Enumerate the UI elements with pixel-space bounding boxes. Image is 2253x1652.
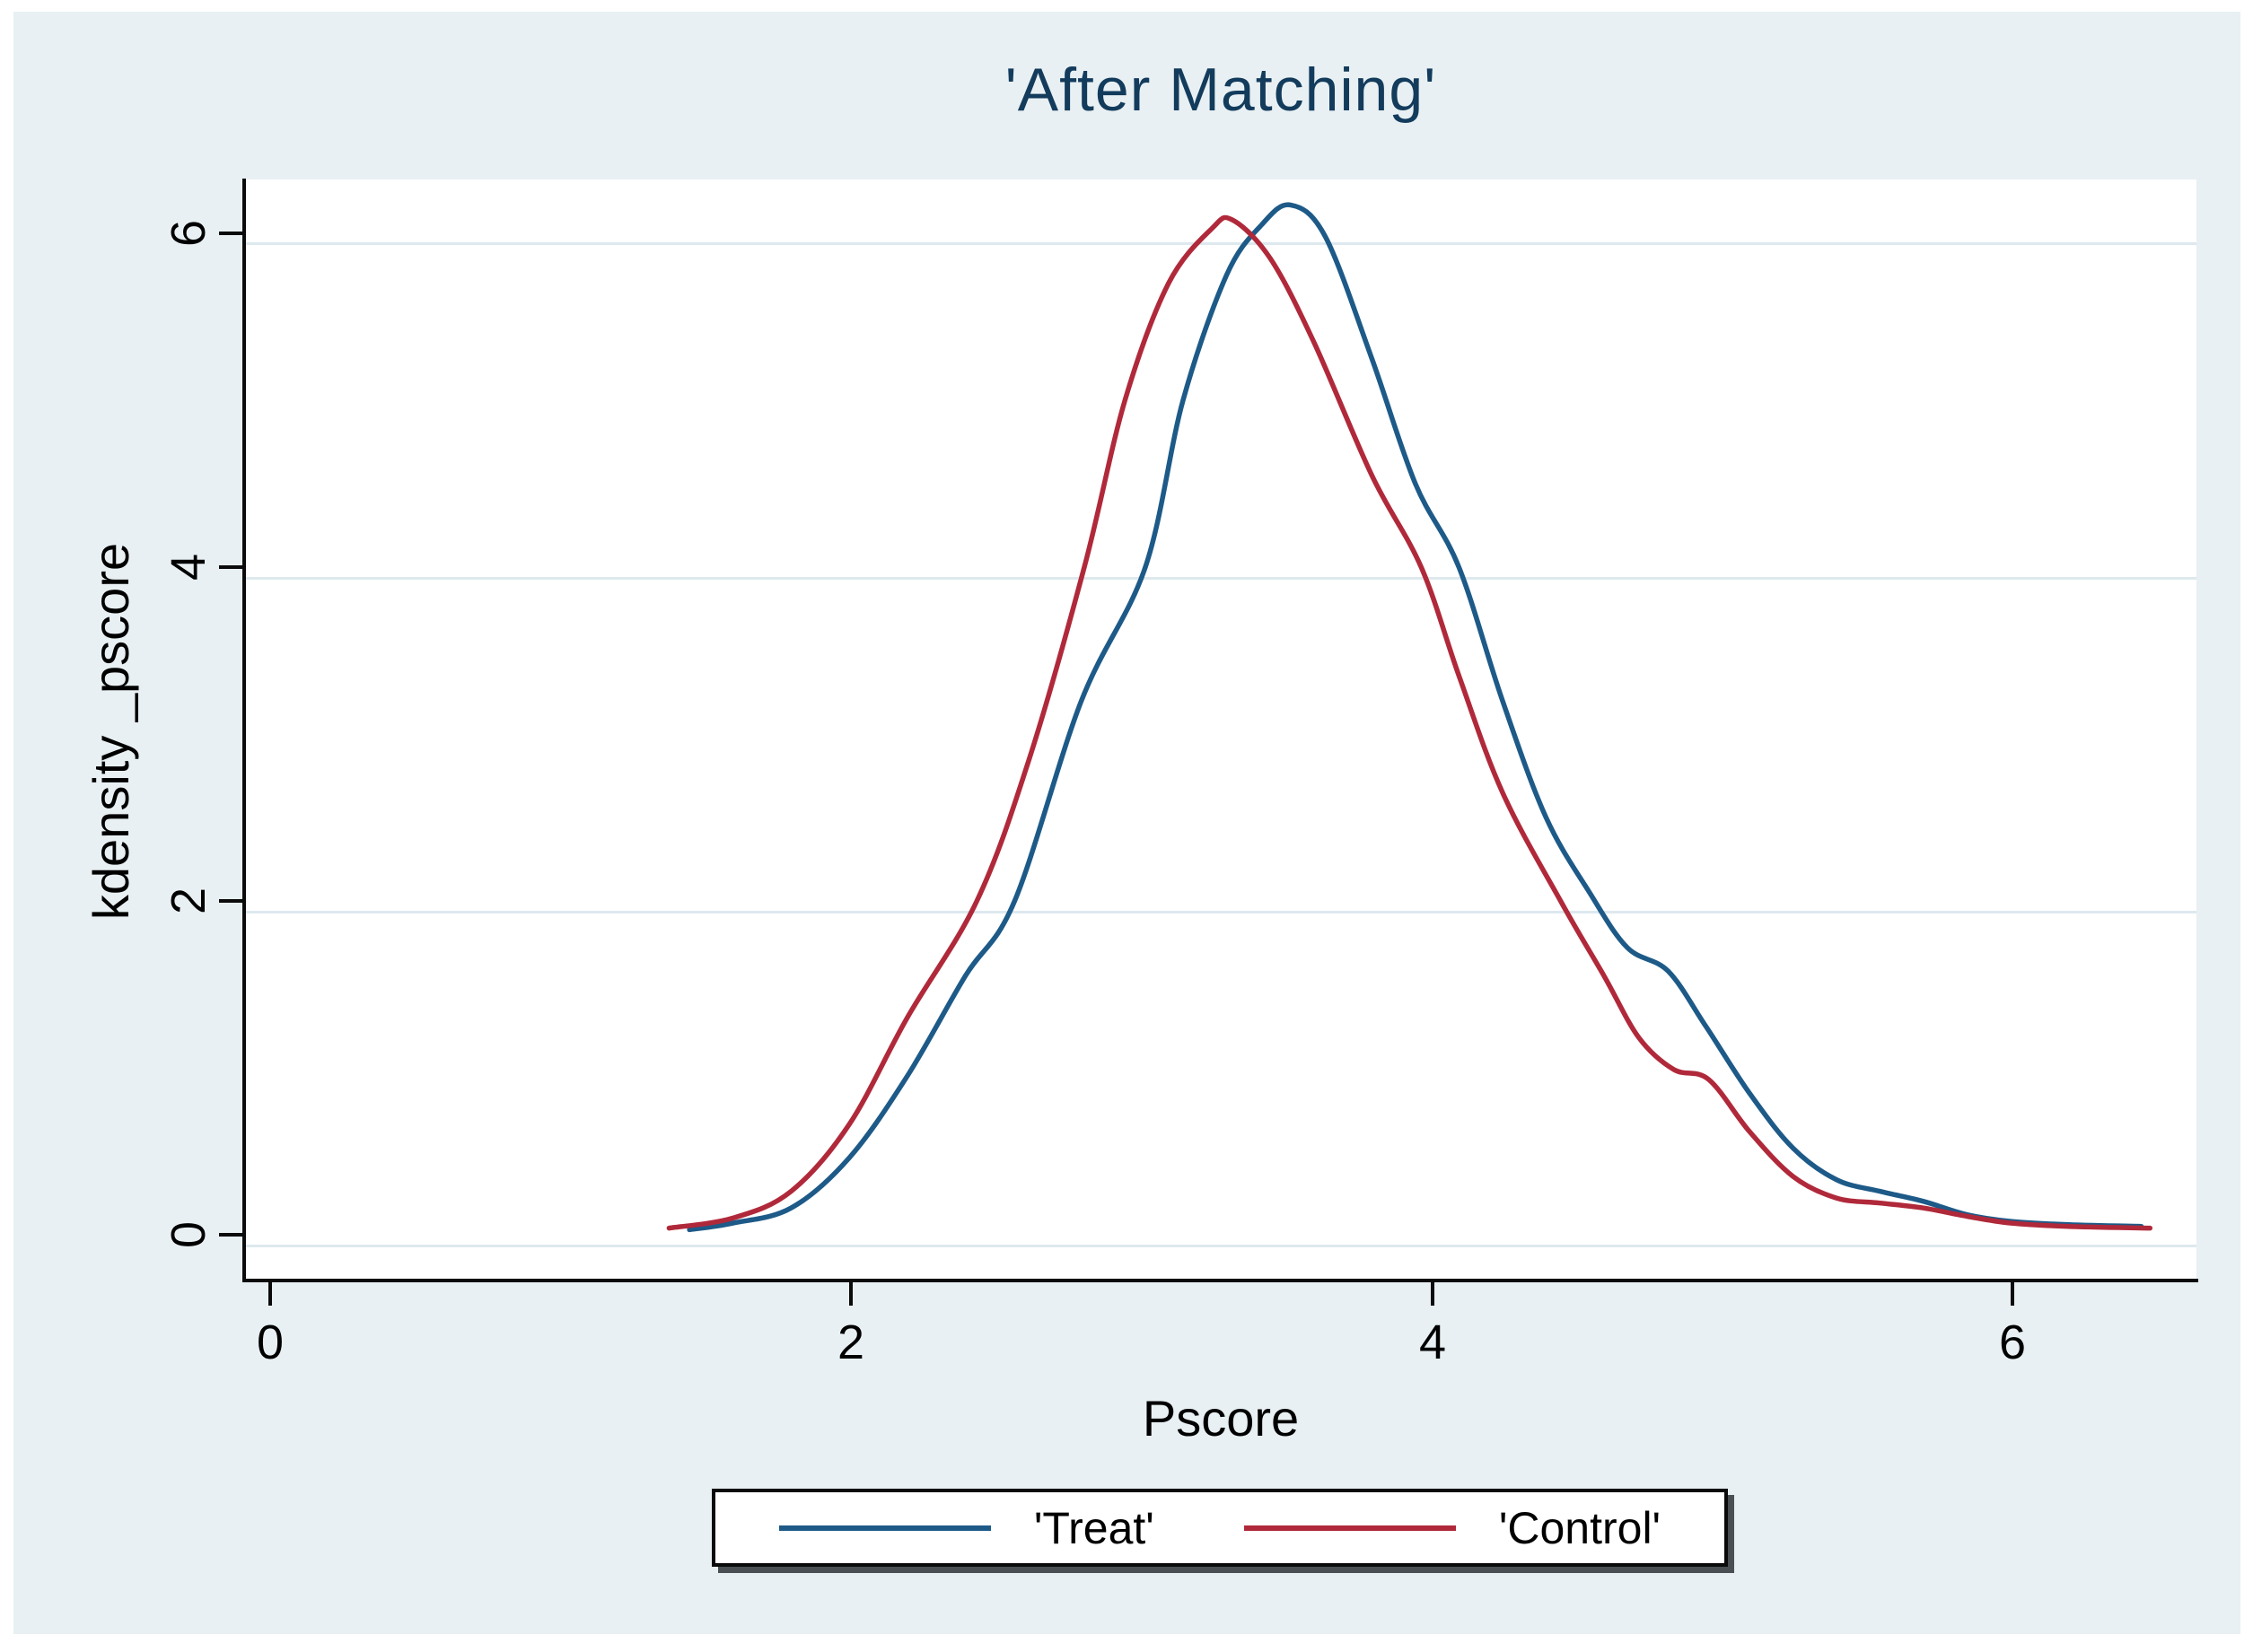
y-tick-label-4: 4: [162, 553, 215, 581]
x-tick-label-4: 4: [1418, 1315, 1447, 1369]
treat-line-sample: [778, 1525, 991, 1531]
x-tick-label-6: 6: [1998, 1315, 2027, 1369]
x-tick-label-0: 0: [256, 1315, 285, 1369]
y-tick-label-2: 2: [162, 887, 215, 915]
x-axis-line: [242, 1279, 2198, 1282]
y-axis-line: [242, 179, 246, 1282]
x-tick-6: [2011, 1282, 2014, 1306]
gridline-y2: [246, 911, 2196, 913]
y-tick-label-0: 0: [162, 1220, 215, 1249]
y-tick-6: [219, 232, 242, 235]
y-tick-label-6: 6: [162, 219, 215, 248]
y-axis-title: kdensity _pscore: [83, 542, 139, 921]
chart-title: 'After Matching': [1004, 56, 1437, 124]
control-line-sample: [1243, 1525, 1456, 1531]
legend-item-control: 'Control': [1243, 1502, 1661, 1554]
legend-label-treat: 'Treat': [1033, 1502, 1154, 1553]
plot-area: [246, 179, 2196, 1281]
x-tick-label-2: 2: [837, 1315, 865, 1369]
y-tick-2: [219, 899, 242, 903]
legend-label-control: 'Control': [1498, 1502, 1661, 1553]
y-tick-4: [219, 565, 242, 569]
chart-canvas: 'After Matching' 6 4 2 0 0 2 4 6 kdensit…: [13, 12, 2240, 1634]
y-tick-0: [219, 1233, 242, 1237]
x-tick-2: [849, 1282, 853, 1306]
x-axis-title: Pscore: [1142, 1390, 1300, 1447]
x-tick-0: [268, 1282, 272, 1306]
gridline-y4: [246, 577, 2196, 580]
gridline-y6: [246, 242, 2196, 245]
x-tick-4: [1431, 1282, 1434, 1306]
gridline-y0: [246, 1245, 2196, 1247]
legend-item-treat: 'Treat': [778, 1502, 1154, 1554]
legend: 'Treat' 'Control': [712, 1489, 1728, 1567]
